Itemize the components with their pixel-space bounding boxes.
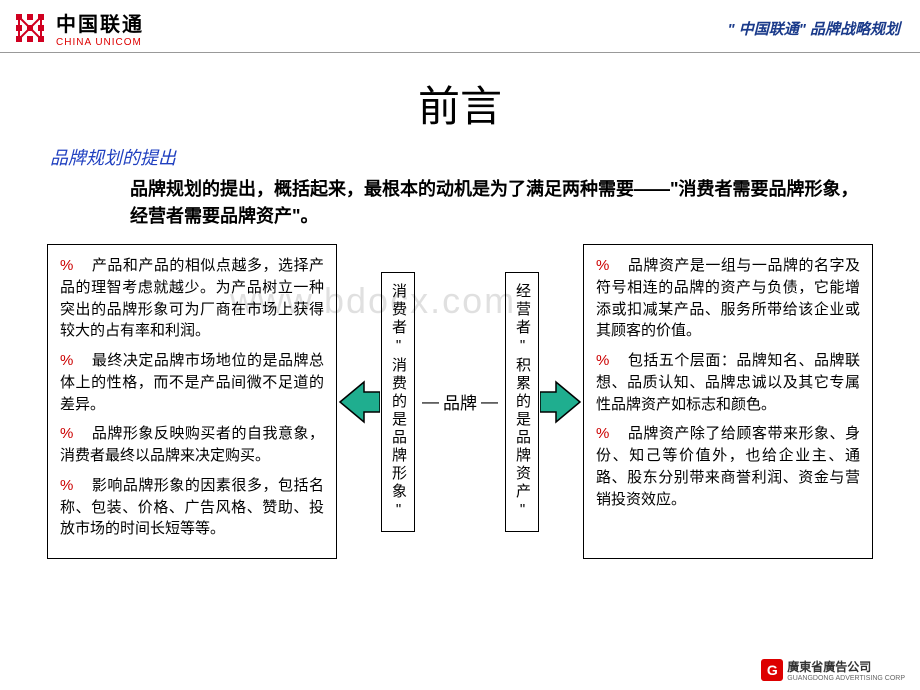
china-unicom-logo-icon (10, 8, 50, 48)
left-p4: %影响品牌形象的因素很多，包括名称、包装、价格、广告风格、赞助、投放市场的时间长… (60, 475, 324, 540)
left-p1: %产品和产品的相似点越多，选择产品的理智考虑就越少。为产品树立一种突出的品牌形象… (60, 255, 324, 342)
footer-logo-icon: G (761, 659, 783, 681)
right-p1: %品牌资产是一组与一品牌的名字及符号相连的品牌的资产与负债，它能增添或扣减某产品… (596, 255, 860, 342)
center-label: 品牌 (443, 389, 477, 414)
header-bar: 中国联通 CHINA UNICOM " 中国联通" 品牌战略规划 (0, 0, 920, 53)
bullet: % (60, 477, 73, 494)
arrow-left-icon (338, 378, 380, 426)
vertical-left-box: 消费者"消费的是品牌形象" (381, 272, 415, 532)
right-p2: %包括五个层面：品牌知名、品牌联想、品质认知、品牌忠诚以及其它专属性品牌资产如标… (596, 350, 860, 415)
logo-en: CHINA UNICOM (56, 37, 144, 48)
intro-text: 品牌规划的提出，概括起来，最根本的动机是为了满足两种需要——"消费者需要品牌形象… (130, 176, 860, 230)
page-title: 前言 (0, 73, 920, 134)
vertical-right-box: 经营者"积累的是品牌资产" (505, 272, 539, 532)
left-p3: %品牌形象反映购买者的自我意象，消费者最终以品牌来决定购买。 (60, 423, 324, 467)
subtitle: 品牌规划的提出 (50, 144, 920, 170)
right-box: %品牌资产是一组与一品牌的名字及符号相连的品牌的资产与负债，它能增添或扣减某产品… (583, 244, 873, 559)
footer-logo: G 廣東省廣告公司 GUANGDONG ADVERTISING CORP (761, 658, 905, 682)
dash-right: — (481, 392, 498, 412)
bullet: % (60, 425, 73, 442)
footer-logo-text-block: 廣東省廣告公司 GUANGDONG ADVERTISING CORP (787, 658, 905, 682)
center-label-col: — 品牌 — (415, 244, 505, 559)
footer-logo-cn: 廣東省廣告公司 (787, 658, 905, 675)
logo-cn: 中国联通 (56, 8, 144, 37)
footer-logo-en: GUANGDONG ADVERTISING CORP (787, 675, 905, 682)
right-p3: %品牌资产除了给顾客带来形象、身份、知己等价值外，也给企业主、通路、股东分别带来… (596, 423, 860, 510)
arrow-right-icon (540, 378, 582, 426)
logo-text: 中国联通 CHINA UNICOM (56, 8, 144, 48)
vertical-right-text: 经营者"积累的是品牌资产" (513, 283, 531, 521)
bullet: % (60, 257, 73, 274)
bullet: % (596, 352, 609, 369)
diagram-row: %产品和产品的相似点越多，选择产品的理智考虑就越少。为产品树立一种突出的品牌形象… (0, 244, 920, 559)
logo-block: 中国联通 CHINA UNICOM (10, 8, 144, 48)
bullet: % (60, 352, 73, 369)
arrow-left-col (337, 244, 381, 559)
header-right-text: " 中国联通" 品牌战略规划 (727, 18, 900, 39)
bullet: % (596, 425, 609, 442)
left-box: %产品和产品的相似点越多，选择产品的理智考虑就越少。为产品树立一种突出的品牌形象… (47, 244, 337, 559)
vertical-left-text: 消费者"消费的是品牌形象" (389, 283, 407, 521)
dash-left: — (422, 392, 439, 412)
left-p2: %最终决定品牌市场地位的是品牌总体上的性格，而不是产品间微不足道的差异。 (60, 350, 324, 415)
bullet: % (596, 257, 609, 274)
arrow-right-col (539, 244, 583, 559)
